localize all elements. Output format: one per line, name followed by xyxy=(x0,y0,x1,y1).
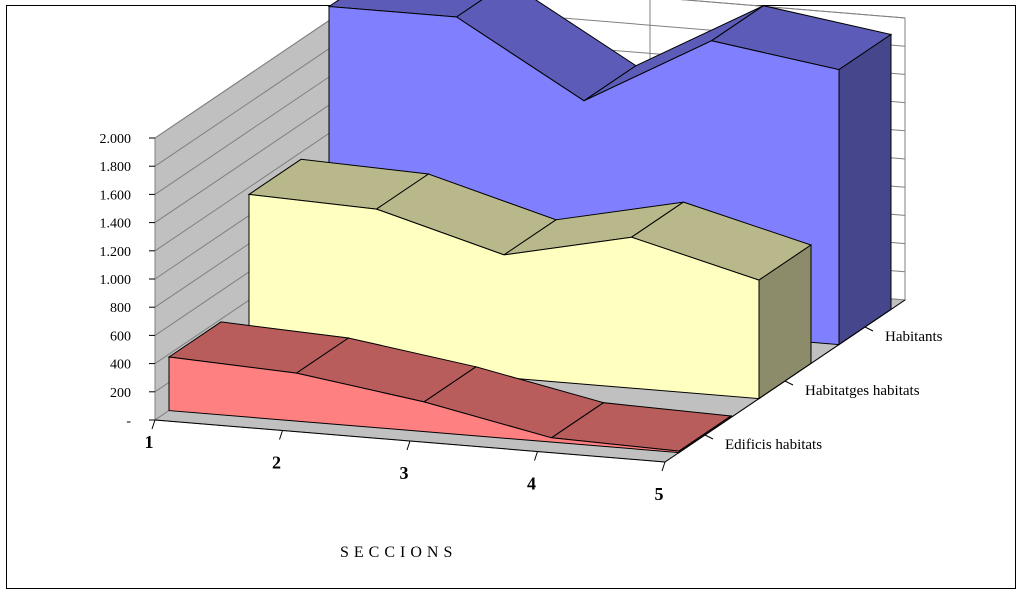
y-tick-label: 1.800 xyxy=(100,160,132,175)
y-tick-label: 1.600 xyxy=(100,188,132,203)
y-tick-label: 1.400 xyxy=(100,217,132,232)
series-axis-line xyxy=(664,299,906,463)
y-tick-label: 600 xyxy=(110,329,131,344)
x-tick-label: 1 xyxy=(145,432,154,452)
series-axis-tick xyxy=(784,380,794,386)
x-tick-mark xyxy=(406,440,411,451)
y-tick-label: 400 xyxy=(110,358,131,373)
series-end-face xyxy=(838,33,892,346)
gridline xyxy=(154,0,906,139)
y-tick-label: 2.000 xyxy=(100,132,132,147)
x-axis: 1 2 3 4 5 xyxy=(145,419,666,504)
y-axis: - 200 400 600 800 1.000 1.200 1.400 1.600 1.800 2.… xyxy=(100,132,155,429)
series-layer xyxy=(167,0,893,454)
x-tick-label: 5 xyxy=(655,484,664,504)
series-label: Habitatges habitats xyxy=(805,383,920,399)
series-axis-tick xyxy=(704,434,714,440)
series-axis-tick xyxy=(864,326,874,332)
y-tick-label: 1.200 xyxy=(100,245,132,260)
y-tick-label: 800 xyxy=(110,301,131,316)
x-tick-label: 4 xyxy=(527,474,536,494)
series-edificis-habitats xyxy=(167,321,733,454)
y-tick-label: 1.000 xyxy=(100,273,132,288)
y-tick-label: 200 xyxy=(110,386,131,401)
x-tick-label: 3 xyxy=(400,463,409,483)
x-tick-mark xyxy=(661,461,666,472)
x-axis-title: SECCIONS xyxy=(340,544,457,561)
x-tick-label: 2 xyxy=(272,453,281,473)
series-axis: Habitants Habitatges habitats Edificis hab… xyxy=(664,299,943,463)
x-tick-mark xyxy=(279,430,283,440)
series-label: Habitants xyxy=(885,329,943,345)
x-tick-mark xyxy=(534,451,538,461)
y-tick-label: - xyxy=(126,414,131,429)
series-label: Edificis habitats xyxy=(725,437,822,453)
x-tick-mark xyxy=(151,419,156,430)
